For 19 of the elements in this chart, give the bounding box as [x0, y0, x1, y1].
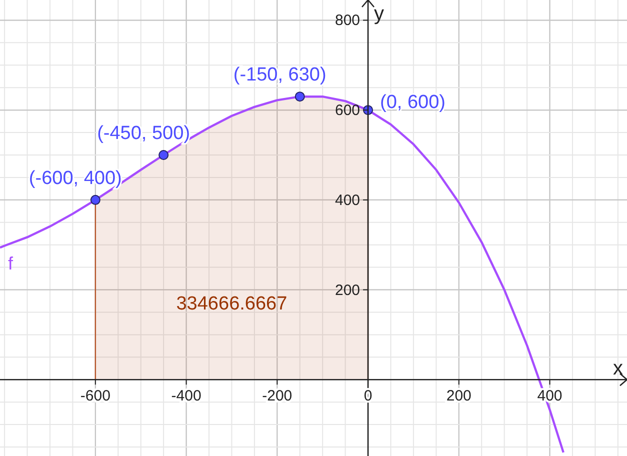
x-axis-title: x — [613, 358, 623, 380]
annotation: (-600, 400) — [28, 168, 122, 189]
point — [90, 194, 100, 205]
annotation: (-450, 500) — [97, 122, 190, 144]
y-tick-label: 200 — [334, 282, 360, 299]
y-axis-title: y — [374, 3, 384, 25]
x-tick-label: 200 — [446, 388, 472, 405]
point — [158, 150, 169, 160]
annotation: (-150, 630) — [233, 64, 326, 86]
series-label: f — [8, 254, 14, 274]
point — [294, 92, 305, 102]
annotation: 334666.6667 — [176, 294, 288, 315]
x-tick-label: -400 — [171, 388, 202, 405]
y-tick-label: 400 — [334, 192, 360, 209]
x-tick-label: -600 — [80, 388, 110, 405]
annotation: (0, 600) — [380, 92, 446, 114]
y-tick-label: 800 — [334, 12, 360, 30]
y-tick-label: 600 — [334, 102, 360, 120]
x-tick-label: -200 — [262, 388, 292, 405]
